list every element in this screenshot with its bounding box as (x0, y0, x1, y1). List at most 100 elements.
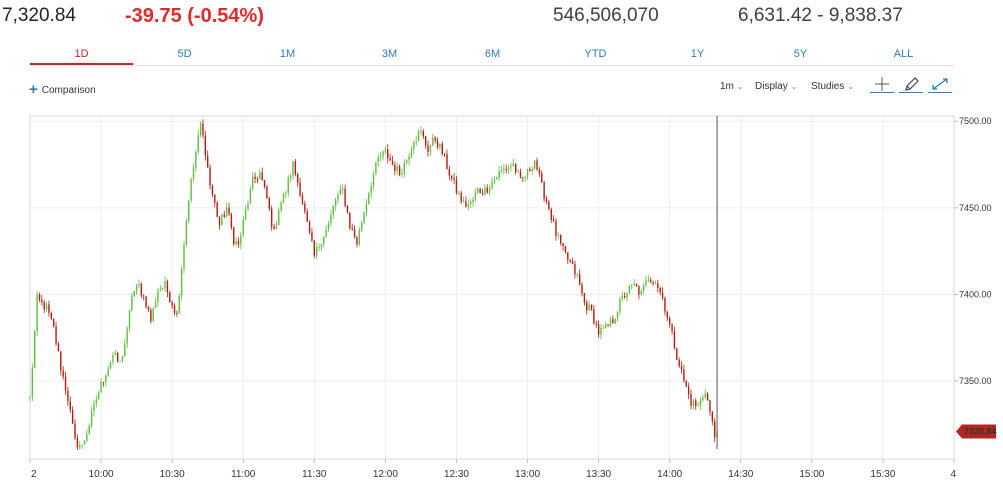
candle-body (647, 279, 650, 281)
tab-1d[interactable]: 1D (30, 47, 133, 65)
candle-body (183, 244, 185, 269)
candle-body (301, 195, 304, 204)
tab-5y[interactable]: 5Y (793, 48, 808, 60)
candle-body (304, 203, 306, 212)
y-tick-label: 7450.00 (959, 203, 992, 213)
candle-body (583, 293, 586, 303)
price-change: -39.75 (-0.54%) (125, 5, 264, 27)
candle-body (289, 175, 292, 179)
candle-body (434, 137, 436, 141)
candle-body (60, 351, 62, 371)
candle-body (292, 161, 294, 176)
volume: 546,506,070 (553, 5, 659, 26)
draw-tool[interactable] (899, 76, 923, 93)
candle-body (256, 179, 259, 181)
candle-body (242, 219, 244, 236)
candle-body (529, 169, 531, 171)
candle-body (514, 163, 517, 173)
last-price: 7,320.84 (2, 5, 76, 26)
price-chart[interactable]: 7350.00 7400.00 7450.00 7500.00 2 10:00 10:30 1… (0, 110, 1003, 488)
candle-body (365, 204, 368, 213)
candle-body (107, 368, 109, 376)
candle-body (88, 425, 90, 435)
candle-body (451, 175, 453, 179)
candle-body (154, 302, 157, 308)
candle-body (100, 382, 102, 393)
candle-body (711, 411, 714, 422)
candle-body (510, 166, 512, 168)
candle-body (695, 400, 697, 406)
comparison-button[interactable]: + Comparison (29, 80, 96, 98)
interval-select[interactable]: 1m ⌄ (720, 81, 744, 92)
tab-all[interactable]: ALL (893, 48, 914, 60)
candle-body (190, 179, 192, 201)
candle-body (173, 305, 176, 313)
candle-body (462, 201, 465, 203)
candle-body (469, 201, 472, 205)
candle-body (197, 134, 199, 152)
candle-body (545, 198, 548, 202)
zoom-icon (932, 78, 948, 90)
plus-icon: + (29, 81, 38, 98)
candle-body (36, 294, 38, 332)
candle-body (133, 291, 135, 297)
candle-body (147, 307, 150, 310)
candle-body (408, 156, 410, 161)
candle-body (448, 169, 451, 176)
x-tick-label: 15:00 (799, 469, 824, 480)
candle-body (652, 281, 654, 284)
x-tick-label: 12:00 (373, 469, 398, 480)
candle-body (233, 227, 235, 245)
candle-body (455, 179, 458, 194)
candle-body (311, 232, 313, 241)
candle-body (569, 259, 571, 262)
candle-body (171, 302, 173, 306)
candle-body (683, 369, 685, 382)
candle-body (180, 268, 183, 297)
tab-6m[interactable]: 6M (484, 48, 501, 60)
candle-body (581, 284, 583, 294)
candle-body (112, 355, 114, 363)
candle-body (538, 169, 541, 174)
tab-1y[interactable]: 1Y (690, 48, 705, 60)
tab-3m[interactable]: 3M (381, 48, 398, 60)
candle-body (320, 244, 323, 247)
candle-body (214, 194, 216, 203)
candle-body (375, 161, 377, 174)
candle-body (619, 298, 621, 312)
candle-body (420, 131, 422, 133)
x-tick-label: 14:30 (728, 469, 753, 480)
candle-body (484, 187, 486, 195)
candle-body (275, 225, 278, 230)
candle-body (216, 202, 218, 217)
quote-bar: 7,320.84 -39.75 (-0.54%) 546,506,070 6,6… (0, 0, 1003, 34)
candle-body (199, 123, 202, 135)
crosshair-tool[interactable] (870, 76, 894, 93)
candle-body (642, 285, 645, 292)
candle-body (401, 173, 403, 175)
candle-body (266, 186, 268, 199)
tab-ytd[interactable]: YTD (584, 48, 607, 60)
candle-body (614, 318, 616, 324)
tab-1m[interactable]: 1M (279, 48, 296, 60)
candle-body (79, 445, 81, 448)
display-menu[interactable]: Display ⌄ (755, 81, 798, 92)
studies-menu[interactable]: Studies ⌄ (811, 81, 854, 92)
candle-body (211, 185, 214, 195)
tab-5d[interactable]: 5D (177, 48, 192, 60)
candle-body (394, 164, 396, 172)
candle-body (83, 440, 86, 445)
candle-body (223, 214, 225, 217)
candle-body (206, 155, 209, 168)
candle-body (135, 285, 138, 292)
candle-body (422, 131, 425, 137)
candle-body (680, 366, 683, 370)
candle-body (628, 285, 631, 293)
zoom-tool[interactable] (928, 76, 952, 93)
candle-body (673, 331, 676, 349)
candle-body (52, 318, 55, 327)
candle-body (671, 324, 673, 332)
chevron-down-icon: ⌄ (847, 82, 855, 91)
candle-body (351, 228, 353, 230)
candle-body (50, 313, 53, 319)
